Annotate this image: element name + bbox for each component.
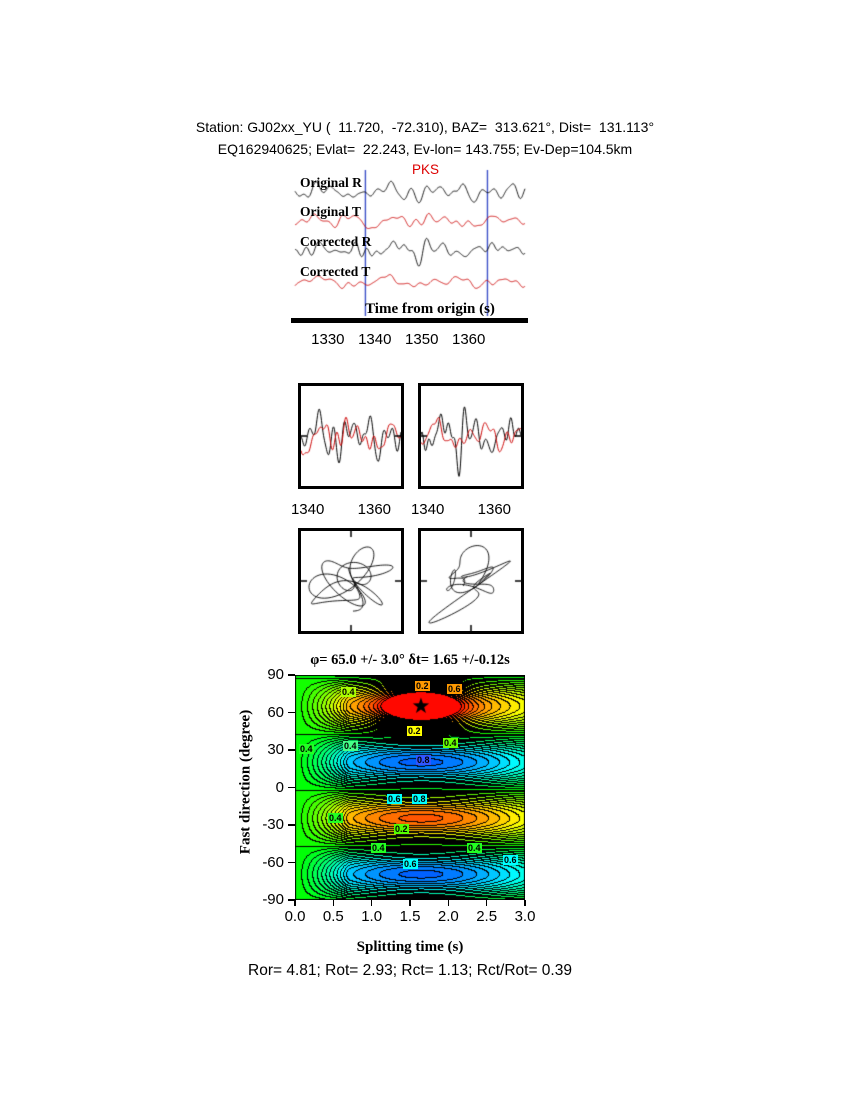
dt-tick-label: 3.0 <box>514 908 536 925</box>
phi-tick-label: 60 <box>267 703 284 721</box>
dt-tick-label: 1.0 <box>361 908 383 925</box>
trace-label-original-r: Original R <box>300 175 362 190</box>
contour-xlabel: Splitting time (s) <box>356 939 464 955</box>
contour-plot: 0.4 0.2 0.6 0.2 0.4 0.4 0.4 0.8 0.6 0.8 0.4 0.2 0.4 0… <box>295 675 525 900</box>
dt-tickmark <box>485 900 488 906</box>
window-tick-label: 1360 <box>357 501 392 518</box>
contour-level-label: 0.6 <box>503 855 518 865</box>
contour-level-label: 0.4 <box>343 741 358 751</box>
phi-tickmark <box>288 861 295 864</box>
seismogram-canvas <box>288 164 528 322</box>
dt-tickmark <box>409 900 411 906</box>
contour-level-label: 0.4 <box>443 738 458 748</box>
phi-tickmark <box>288 824 295 826</box>
phi-tick-label: -30 <box>262 816 284 833</box>
time-axis-line <box>291 318 528 323</box>
contour-level-label: 0.6 <box>403 859 418 869</box>
station-header: Station: GJ02xx_YU ( 11.720, -72.310), B… <box>195 119 655 135</box>
contour-level-label: 0.2 <box>394 824 409 834</box>
phi-tick-label: -90 <box>262 891 284 908</box>
trace-label-original-t: Original T <box>300 204 361 219</box>
time-axis-label: Time from origin (s) <box>365 301 495 317</box>
time-tick-label: 1360 <box>451 331 486 348</box>
phi-tickmark <box>288 899 295 901</box>
contour-level-label: 0.6 <box>447 684 462 694</box>
dt-tickmark <box>370 900 373 906</box>
phi-tickmark <box>288 749 295 751</box>
contour-level-label: 0.4 <box>328 813 343 823</box>
dt-tickmark <box>447 900 450 906</box>
phi-tickmark <box>288 711 295 714</box>
dt-tickmark <box>294 900 296 906</box>
contour-level-label: 0.4 <box>341 687 356 697</box>
dt-tick-label: 2.5 <box>476 908 498 925</box>
particle-motion-right-canvas <box>418 528 524 634</box>
time-tick-label: 1340 <box>358 331 392 348</box>
dt-tick-label: 2.0 <box>437 908 459 925</box>
contour-level-label: 0.2 <box>407 726 422 736</box>
contour-title: φ= 65.0 +/- 3.0° δt= 1.65 +/-0.12s <box>310 652 510 668</box>
window-waveform-left-canvas <box>298 383 404 489</box>
phi-tick-label: 90 <box>267 666 284 683</box>
contour-level-label: 0.4 <box>299 744 314 754</box>
phi-tick-label: 0 <box>275 778 284 796</box>
result-summary: Ror= 4.81; Rot= 2.93; Rct= 1.13; Rct/Rot… <box>248 962 572 979</box>
window-waveform-right-canvas <box>418 383 524 489</box>
time-tick-label: 1350 <box>405 331 439 348</box>
phi-tick-label: 30 <box>267 741 284 758</box>
phi-tickmark <box>288 674 295 676</box>
dt-tickmark <box>524 900 526 906</box>
window-tick-label: 1360 <box>477 501 512 518</box>
dt-tick-label: 0.5 <box>322 908 344 925</box>
contour-level-label: 0.8 <box>412 794 427 804</box>
particle-motion-left-canvas <box>298 528 404 634</box>
event-header: EQ162940625; Evlat= 22.243, Ev-lon= 143.… <box>217 141 633 157</box>
window-tick-label: 1340 <box>410 501 445 518</box>
window-tick-label: 1340 <box>290 501 325 518</box>
phase-label: PKS <box>412 162 440 177</box>
trace-label-corrected-r: Corrected R <box>300 234 372 249</box>
contour-level-label: 0.8 <box>416 755 431 765</box>
contour-level-label: 0.6 <box>387 794 402 804</box>
phi-tickmark <box>288 786 295 789</box>
time-tick-label: 1330 <box>311 331 345 348</box>
phi-tick-label: -60 <box>262 853 284 871</box>
dt-tickmark <box>332 900 335 906</box>
dt-tick-label: 0.0 <box>284 908 306 925</box>
contour-level-label: 0.4 <box>371 843 386 853</box>
dt-tick-label: 1.5 <box>399 908 421 925</box>
contour-level-label: 0.4 <box>467 843 482 853</box>
trace-label-corrected-t: Corrected T <box>300 264 371 279</box>
contour-level-label: 0.2 <box>415 681 430 691</box>
